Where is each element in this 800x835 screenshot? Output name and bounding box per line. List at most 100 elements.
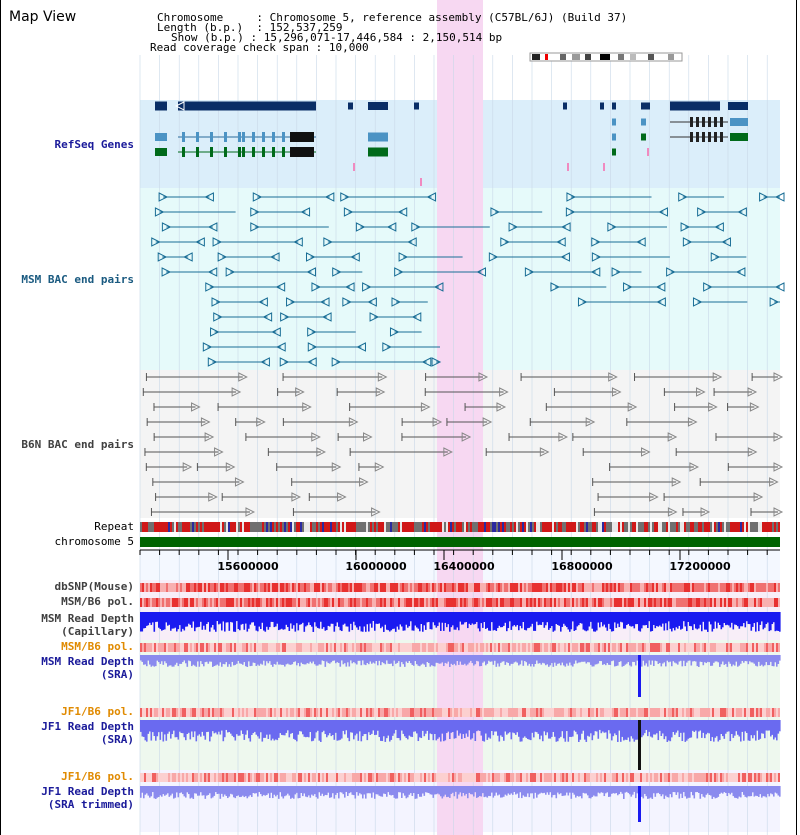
- track-label-msm-depth-sra[interactable]: MSM Read Depth: [41, 655, 134, 668]
- read-depth-bar: [650, 720, 652, 737]
- repeat-segment: [146, 522, 148, 532]
- refseq-exon: [238, 147, 241, 157]
- repeat-segment: [538, 522, 540, 532]
- read-depth-bar: [398, 612, 400, 630]
- track-label-msm-bac[interactable]: MSM BAC end pairs: [21, 273, 134, 286]
- read-depth-bar: [669, 720, 672, 742]
- polymorphism-cell: [426, 583, 428, 592]
- track-label-refseq[interactable]: RefSeq Genes: [54, 138, 134, 151]
- polymorphism-cell: [666, 773, 668, 782]
- read-depth-bar: [503, 655, 505, 662]
- read-depth-bar: [485, 612, 487, 629]
- polymorphism-cell: [266, 708, 268, 717]
- b6n-bac-end: [558, 432, 569, 442]
- repeat-segment: [770, 522, 772, 532]
- read-depth-bar: [347, 612, 349, 627]
- read-depth-bar: [669, 612, 672, 629]
- track-label-b6n-bac[interactable]: B6N BAC end pairs: [21, 438, 134, 451]
- read-depth-bar: [308, 786, 310, 796]
- read-depth-bar: [767, 786, 769, 794]
- read-depth-bar: [584, 612, 586, 631]
- read-depth-bar: [666, 655, 669, 661]
- read-depth-bar: [557, 612, 559, 625]
- read-depth-bar: [483, 786, 486, 798]
- read-depth-bar: [482, 786, 484, 794]
- read-depth-bar: [152, 612, 154, 623]
- read-depth-bar: [545, 720, 547, 736]
- read-depth-bar: [306, 786, 309, 798]
- polymorphism-cell: [182, 598, 184, 607]
- polymorphism-cell: [582, 643, 584, 652]
- track-label-chromosome[interactable]: chromosome 5: [54, 535, 134, 548]
- b6n-bac-end: [238, 372, 248, 382]
- read-depth-bar: [260, 655, 262, 664]
- read-depth-bar: [336, 720, 339, 741]
- read-depth-bar: [410, 612, 412, 622]
- polymorphism-cell: [510, 643, 512, 652]
- polymorphism-cell: [438, 773, 440, 782]
- polymorphism-cell: [436, 773, 438, 782]
- polymorphism-cell: [696, 583, 698, 592]
- track-label-jf1-depth-trimmed[interactable]: JF1 Read Depth: [41, 785, 134, 798]
- read-depth-bar: [140, 786, 142, 798]
- track-label-repeat[interactable]: Repeat: [94, 520, 134, 533]
- read-depth-bar: [353, 655, 355, 663]
- read-depth-bar: [539, 655, 541, 664]
- polymorphism-cell: [302, 643, 304, 652]
- track-label-msm-b6-pol[interactable]: MSM/B6 pol.: [61, 595, 134, 608]
- polymorphism-cell: [324, 708, 326, 717]
- track-label-jf1-b6-pol-2[interactable]: JF1/B6 pol.: [61, 770, 134, 783]
- read-depth-bar: [350, 655, 352, 661]
- read-depth-bar: [360, 720, 363, 742]
- polymorphism-cell: [338, 773, 340, 782]
- polymorphism-cell: [432, 773, 434, 782]
- polymorphism-cell: [630, 598, 632, 607]
- polymorphism-cell: [476, 598, 478, 607]
- read-depth-bar: [210, 655, 213, 662]
- polymorphism-cell: [460, 583, 462, 592]
- polymorphism-cell: [194, 643, 196, 652]
- polymorphism-cell: [656, 583, 658, 592]
- polymorphism-cell: [564, 598, 566, 607]
- read-depth-bar: [470, 655, 472, 661]
- polymorphism-cell: [298, 773, 300, 782]
- read-depth-bar: [465, 655, 468, 666]
- read-depth-bar: [378, 786, 381, 796]
- read-depth-bar: [743, 786, 745, 795]
- track-label-jf1-depth-sra-sub: (SRA): [100, 733, 134, 746]
- read-depth-bar: [485, 720, 487, 734]
- polymorphism-cell: [288, 643, 290, 652]
- read-depth-bar: [626, 720, 628, 740]
- repeat-segment: [658, 522, 660, 532]
- read-depth-bar: [455, 612, 457, 630]
- read-depth-bar: [258, 786, 261, 793]
- read-depth-bar: [204, 786, 207, 799]
- read-depth-bar: [213, 612, 216, 630]
- track-label-dbsnp[interactable]: dbSNP(Mouse): [54, 580, 134, 593]
- polymorphism-cell: [570, 708, 572, 717]
- polymorphism-cell: [366, 773, 368, 782]
- polymorphism-cell: [734, 598, 736, 607]
- polymorphism-cell: [514, 643, 516, 652]
- read-depth-bar: [453, 612, 456, 630]
- refseq-exon: [702, 117, 705, 127]
- polymorphism-cell: [396, 598, 398, 607]
- read-depth-bar: [284, 612, 286, 630]
- refseq-gene: [612, 102, 616, 110]
- polymorphism-cell: [406, 598, 408, 607]
- polymorphism-cell: [368, 598, 370, 607]
- track-label-jf1-b6-pol[interactable]: JF1/B6 pol.: [61, 705, 134, 718]
- track-label-msm-depth-capillary[interactable]: MSM Read Depth: [41, 612, 134, 625]
- read-depth-bar: [477, 655, 480, 662]
- read-depth-bar: [662, 786, 664, 795]
- polymorphism-cell: [550, 598, 552, 607]
- polymorphism-cell: [572, 643, 574, 652]
- read-depth-spike: [638, 655, 641, 697]
- polymorphism-cell: [738, 708, 740, 717]
- read-depth-bar: [708, 655, 711, 663]
- track-label-jf1-depth-sra[interactable]: JF1 Read Depth: [41, 720, 134, 733]
- polymorphism-cell: [208, 773, 210, 782]
- polymorphism-cell: [684, 643, 686, 652]
- track-label-msm-b6-pol-sra[interactable]: MSM/B6 pol.: [61, 640, 134, 653]
